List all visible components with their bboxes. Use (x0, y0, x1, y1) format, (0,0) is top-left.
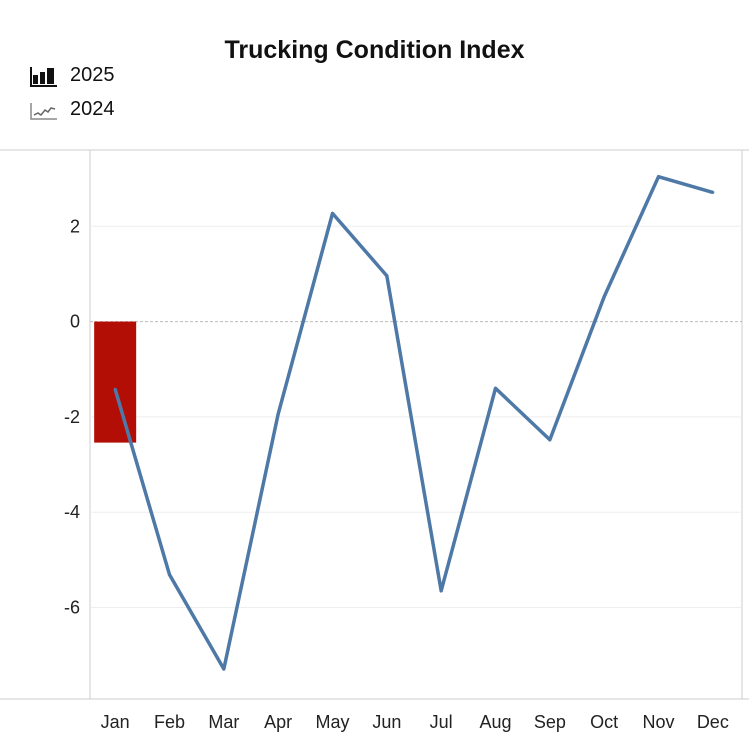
y-tick-label: -6 (64, 598, 80, 618)
point-2024-jun (385, 274, 389, 278)
chart-title: Trucking Condition Index (224, 36, 525, 64)
line-2024 (113, 174, 714, 671)
x-tick-label: Oct (590, 712, 618, 732)
point-2024-nov (657, 175, 660, 179)
legend-item-2025[interactable]: 2025 (30, 64, 115, 87)
point-2024-sep (548, 438, 552, 442)
x-tick-label: Dec (697, 712, 729, 732)
x-tick-label: Feb (154, 712, 185, 732)
legend-item-2024[interactable]: 2024 (30, 98, 115, 121)
x-tick-label: Jan (101, 712, 130, 732)
bar-2025-jan (94, 321, 137, 443)
point-2024-dec (711, 190, 715, 194)
y-tick-label: 2 (70, 216, 80, 236)
point-2024-mar (222, 667, 226, 671)
x-tick-label: Apr (264, 712, 292, 732)
bar-chart-icon (30, 66, 57, 87)
point-2024-jul (439, 589, 443, 593)
x-tick-label: Sep (534, 712, 566, 732)
x-tick-label: Jul (430, 712, 453, 732)
x-tick-label: May (315, 712, 349, 732)
point-2024-may (331, 211, 334, 215)
y-tick-label: -2 (64, 407, 80, 427)
y-tick-label: 0 (70, 312, 80, 332)
x-tick-label: Jun (372, 712, 401, 732)
point-2024-feb (168, 573, 171, 577)
x-tick-label: Nov (642, 712, 674, 732)
point-2024-apr (276, 412, 280, 416)
x-tick-label: Aug (479, 712, 511, 732)
line-chart-icon (30, 102, 57, 120)
y-tick-label: -4 (64, 502, 80, 522)
legend-label-2025: 2025 (70, 64, 115, 86)
point-2024-oct (602, 295, 606, 299)
x-tick-label: Mar (208, 712, 239, 732)
point-2024-jan (113, 387, 117, 391)
point-2024-aug (494, 386, 497, 390)
legend-label-2024: 2024 (70, 98, 115, 120)
